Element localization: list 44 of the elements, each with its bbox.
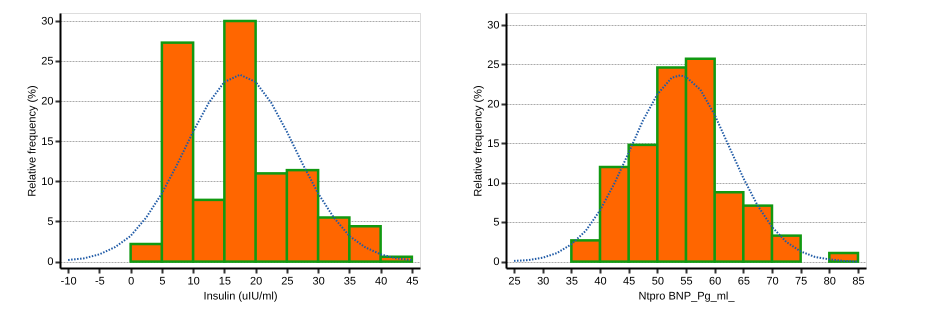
- y-tick-label: 15: [487, 138, 500, 150]
- y-axis-title: Relative frequency (%): [472, 85, 484, 197]
- x-tick-label: 25: [281, 276, 294, 288]
- x-tick-label: 30: [312, 276, 325, 288]
- y-tick-label: 5: [47, 216, 54, 228]
- y-tick-label: 5: [493, 216, 500, 229]
- x-tick-label: 40: [375, 276, 388, 288]
- x-axis-title: Ntpro BNP_Pg_ml_: [638, 290, 736, 302]
- x-tick-label: 0: [128, 276, 134, 288]
- x-tick-label: 60: [709, 276, 722, 288]
- line-series: [513, 74, 859, 263]
- y-tick-label: 15: [41, 136, 54, 148]
- y-axis-title: Relative frequency (%): [26, 85, 38, 197]
- x-tick-label: 70: [766, 276, 779, 288]
- y-tick-label: 25: [41, 56, 54, 68]
- x-tick-label: 80: [824, 276, 836, 288]
- x-tick-label: 35: [566, 276, 578, 288]
- x-tick-label: 30: [537, 276, 550, 288]
- x-tick-label: 20: [250, 276, 262, 288]
- x-tick-label: -10: [60, 276, 77, 288]
- y-tick-label: 20: [41, 96, 54, 108]
- y-tick-label: 25: [487, 58, 500, 71]
- y-tick-label: 0: [493, 256, 500, 268]
- x-tick-label: 10: [188, 276, 200, 288]
- y-tick-label: 30: [487, 19, 500, 32]
- x-tick-label: 45: [406, 276, 418, 288]
- x-tick-label: 65: [738, 276, 750, 288]
- x-tick-label: 55: [680, 276, 693, 288]
- y-tick-label: 10: [487, 177, 500, 190]
- x-tick-label: 75: [795, 276, 808, 288]
- y-tick-label: 0: [47, 256, 54, 268]
- x-tick-label: 25: [508, 276, 521, 288]
- x-tick-label: 85: [852, 276, 865, 288]
- x-tick-label: 50: [652, 276, 664, 288]
- y-tick-label: 10: [41, 176, 54, 188]
- x-tick-label: -5: [94, 276, 105, 288]
- x-tick-label: 45: [623, 276, 636, 288]
- x-axis-title: Insulin (uIU/ml): [204, 290, 278, 302]
- x-tick-label: 5: [159, 276, 166, 288]
- y-tick-label: 20: [487, 98, 500, 110]
- x-tick-label: 40: [594, 276, 607, 288]
- y-tick-label: 30: [41, 16, 54, 28]
- x-tick-label: 15: [218, 276, 231, 288]
- x-tick-label: 35: [344, 276, 356, 288]
